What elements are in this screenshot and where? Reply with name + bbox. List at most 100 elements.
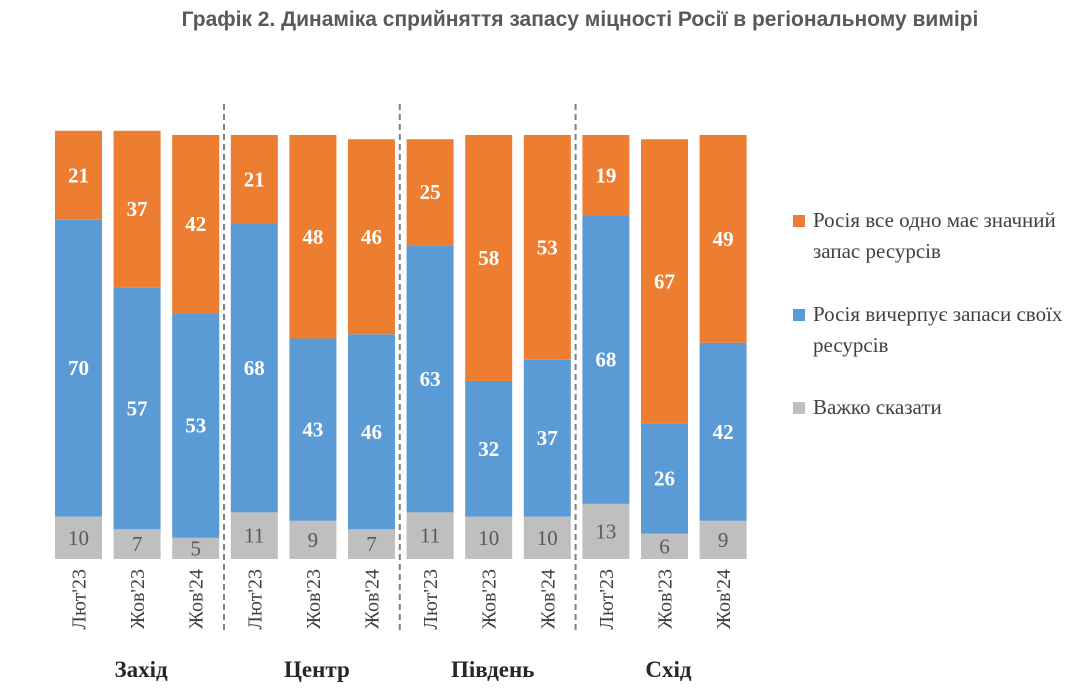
bar-segment-gray [582, 503, 630, 559]
legend-swatch-blue [793, 309, 805, 321]
region-label: Південь [451, 657, 534, 682]
data-label: 7 [366, 532, 377, 556]
data-label: 32 [478, 437, 499, 461]
bar-segment-gray [113, 529, 161, 559]
bar-segment-gray [465, 516, 513, 559]
bar-segment-gray [523, 516, 571, 559]
stacked-bar-chart: 10 70 21 Лют'23 7 57 37 Жов'23 5 53 42 Жов'24 11 68 21… [55, 104, 747, 682]
data-label: 70 [68, 356, 89, 380]
bar-segment-orange [230, 135, 278, 225]
data-label: 46 [361, 420, 382, 444]
data-label: 25 [420, 180, 441, 204]
data-label: 53 [185, 413, 206, 437]
legend-label-orange: Росія все одно має значний запас ресурсі… [813, 208, 1056, 263]
data-label: 68 [595, 348, 616, 372]
bar-segment-blue [406, 245, 454, 513]
data-label: 5 [190, 536, 201, 560]
legend-item-gray: Важко сказати [793, 392, 1083, 423]
data-label: 13 [595, 519, 616, 543]
data-label: 68 [244, 356, 265, 380]
bar-segment-blue [172, 313, 220, 538]
x-tick-label: Лют'23 [596, 569, 618, 630]
data-label: 37 [537, 426, 558, 450]
x-tick-label: Жов'23 [655, 569, 677, 629]
data-label: 10 [537, 526, 558, 550]
data-label: 10 [68, 526, 89, 550]
bar-segment-gray [172, 537, 220, 559]
bar-segment-orange [641, 139, 688, 424]
bar-segment-gray [348, 529, 395, 559]
bar-segment-gray [699, 520, 747, 559]
data-label: 49 [713, 227, 734, 251]
legend-swatch-orange [793, 215, 805, 227]
data-label: 58 [478, 246, 499, 270]
bar-segment-orange [55, 130, 102, 220]
chart-title: Графік 2. Динаміка сприйняття запасу міц… [181, 8, 979, 31]
legend-item-blue: Росія вичерпує запаси своїх ресурсів [793, 299, 1083, 361]
data-label: 9 [308, 528, 319, 552]
legend-label-gray: Важко сказати [813, 395, 942, 419]
bar-segment-blue [113, 287, 161, 530]
region-label: Схід [645, 657, 692, 682]
data-label: 21 [68, 163, 89, 187]
bar-segment-orange [348, 139, 395, 335]
legend-label-blue: Росія вичерпує запаси своїх ресурсів [813, 302, 1063, 357]
data-label: 10 [478, 526, 499, 550]
bar-segment-orange [172, 135, 220, 314]
data-label: 19 [595, 163, 616, 187]
bar-segment-orange [465, 135, 513, 381]
bar-segment-orange [699, 135, 747, 343]
data-label: 7 [132, 532, 143, 556]
data-label: 6 [659, 534, 670, 558]
data-label: 11 [244, 524, 264, 548]
x-tick-label: Жов'24 [362, 569, 384, 629]
bar-segment-gray [55, 516, 102, 559]
x-tick-label: Жов'24 [713, 569, 735, 629]
data-label: 63 [420, 367, 441, 391]
data-label: 42 [713, 420, 734, 444]
legend-item-orange: Росія все одно має значний запас ресурсі… [793, 205, 1083, 267]
bar-segment-gray [641, 533, 688, 559]
bar-segment-blue [55, 219, 102, 517]
bar-segment-blue [289, 338, 337, 521]
bar-segment-gray [289, 520, 337, 559]
bar-segment-blue [582, 215, 630, 504]
x-tick-label: Лют'23 [244, 569, 266, 630]
data-label: 53 [537, 235, 558, 259]
region-label: Центр [284, 657, 350, 682]
x-tick-label: Лют'23 [420, 569, 442, 630]
bar-segment-orange [113, 130, 161, 288]
bar-segment-orange [523, 135, 571, 360]
region-label: Захід [115, 657, 169, 682]
legend: Росія все одно має значний запас ресурсі… [793, 205, 1083, 457]
bar-segment-blue [523, 359, 571, 517]
data-label: 46 [361, 225, 382, 249]
x-tick-label: Жов'23 [479, 569, 501, 629]
bar-segment-orange [406, 139, 454, 246]
data-label: 43 [302, 418, 323, 442]
x-tick-label: Лют'23 [69, 569, 91, 630]
bar-segment-gray [406, 512, 454, 559]
data-label: 57 [127, 396, 148, 420]
x-tick-label: Жов'23 [127, 569, 149, 629]
data-label: 48 [302, 225, 323, 249]
data-label: 11 [420, 524, 440, 548]
x-tick-label: Жов'24 [537, 569, 559, 629]
x-tick-label: Жов'24 [186, 569, 208, 629]
data-label: 26 [654, 466, 675, 490]
bar-segment-gray [230, 512, 278, 559]
data-label: 9 [718, 528, 729, 552]
x-tick-label: Жов'23 [303, 569, 325, 629]
bar-segment-blue [230, 224, 278, 513]
bar-segment-blue [641, 423, 688, 534]
data-label: 42 [185, 212, 206, 236]
bar-segment-blue [348, 334, 395, 530]
data-label: 67 [654, 269, 675, 293]
bar-segment-blue [699, 342, 747, 521]
bar-segment-orange [289, 135, 337, 339]
data-label: 21 [244, 168, 265, 192]
data-label: 37 [127, 197, 148, 221]
legend-swatch-gray [793, 402, 805, 414]
bar-segment-orange [582, 135, 630, 216]
bar-segment-blue [465, 380, 513, 517]
